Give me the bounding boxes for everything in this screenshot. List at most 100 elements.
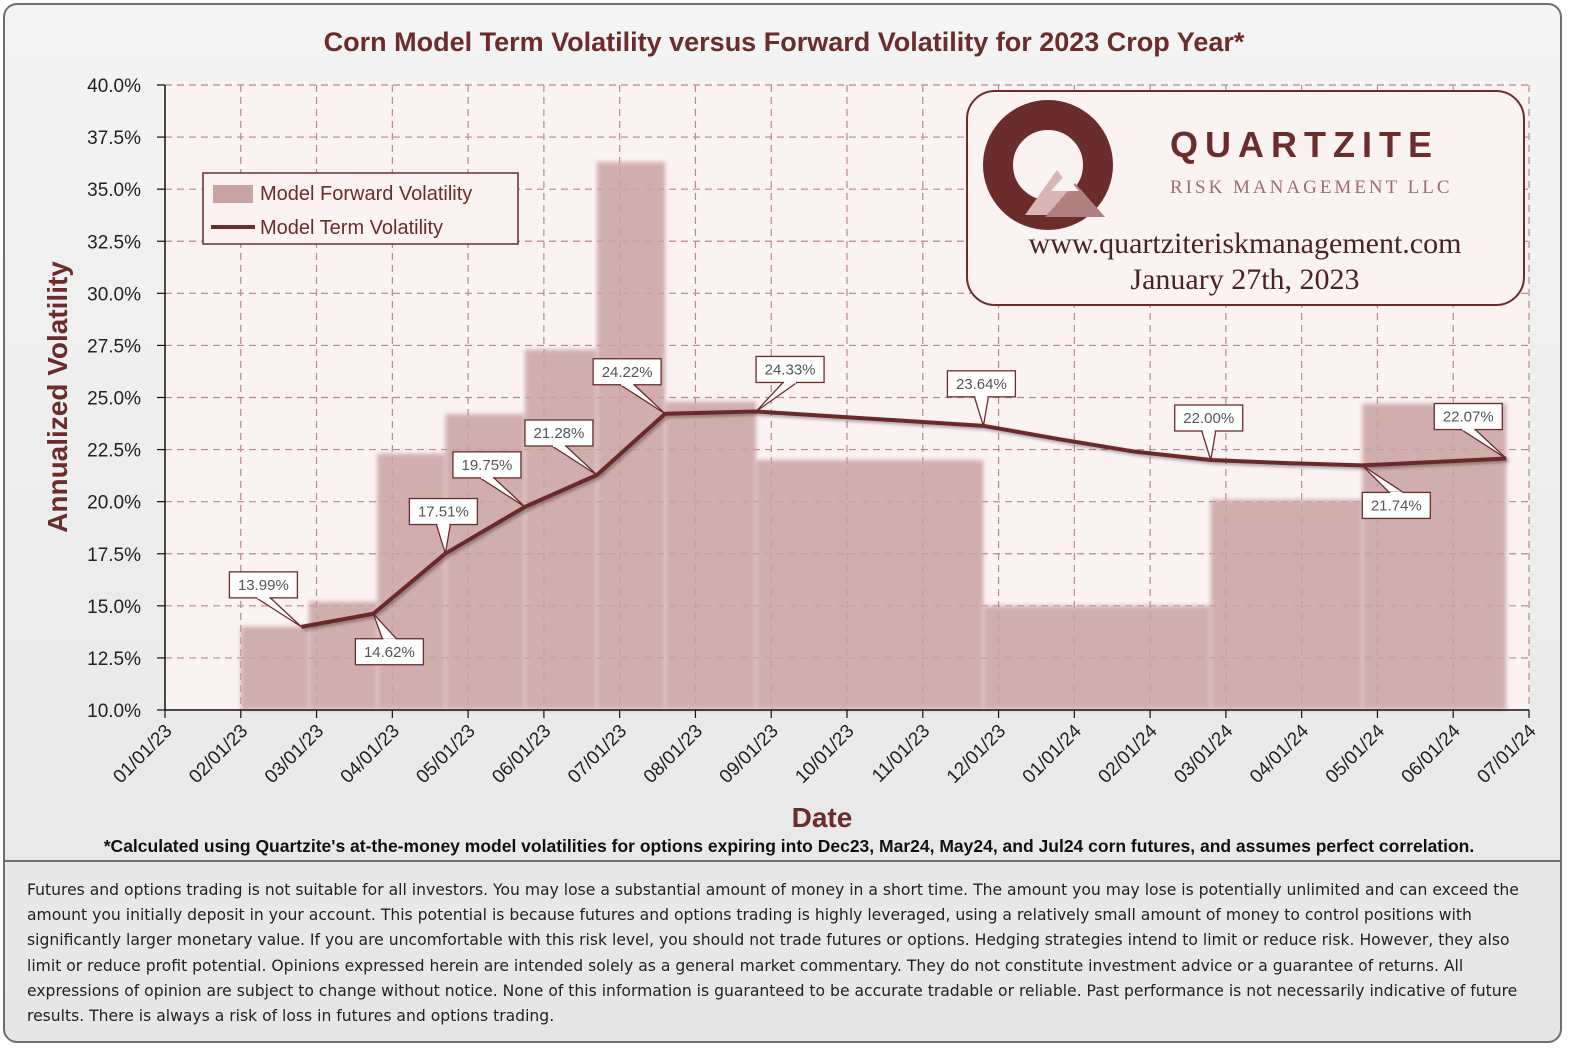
- chart-title: Corn Model Term Volatility versus Forwar…: [324, 27, 1245, 57]
- x-tick-label: 11/01/23: [868, 721, 934, 787]
- forward-volatility-bar: [1210, 499, 1363, 710]
- forward-volatility-bar: [524, 349, 597, 710]
- data-label-text: 19.75%: [462, 457, 513, 474]
- x-tick-label: 07/01/23: [564, 721, 631, 788]
- logo-name: QUARTZITE: [1170, 124, 1439, 165]
- legend-box: [202, 172, 519, 245]
- data-label: 21.74%: [1361, 464, 1431, 520]
- chart-canvas: Corn Model Term Volatility versus Forwar…: [42, 27, 1541, 856]
- data-label-text: 21.28%: [533, 425, 584, 442]
- data-label: 22.07%: [1433, 402, 1507, 460]
- x-tick-label: 10/01/23: [791, 721, 858, 788]
- data-label-joint: [257, 596, 270, 599]
- data-label: 17.51%: [408, 497, 479, 554]
- x-tick-label: 01/01/23: [109, 721, 176, 788]
- data-label-text: 24.22%: [602, 364, 653, 381]
- data-label-text: 13.99%: [238, 577, 289, 594]
- legend: Model Forward Volatility Model Term Vola…: [202, 172, 519, 245]
- logo-box: QUARTZITE RISK MANAGEMENT LLC www.quartz…: [966, 90, 1525, 306]
- y-tick-label: 32.5%: [87, 232, 141, 253]
- divider: [5, 860, 1560, 862]
- forward-volatility-bar: [665, 401, 757, 710]
- y-tick-label: 30.0%: [87, 284, 141, 305]
- legend-label-term: Model Term Volatility: [260, 217, 443, 239]
- x-tick-label: 05/01/24: [1322, 720, 1389, 787]
- y-tick-label: 15.0%: [87, 597, 141, 618]
- data-label-box: [452, 451, 522, 479]
- forward-volatility-bar: [756, 460, 984, 710]
- data-label-joint: [437, 523, 450, 526]
- data-label-joint: [1390, 491, 1403, 495]
- data-label-joint: [621, 383, 634, 386]
- x-tick-label: 03/01/24: [1170, 720, 1237, 787]
- y-tick-label: 10.0%: [87, 701, 141, 722]
- data-label-text: 23.64%: [956, 376, 1007, 393]
- y-tick-label: 25.0%: [87, 389, 141, 410]
- x-tick-label: 04/01/24: [1246, 720, 1313, 787]
- data-label-joint: [552, 444, 565, 447]
- x-tick-label: 09/01/23: [716, 721, 783, 788]
- forward-volatility-bar: [983, 605, 1211, 710]
- x-tick-label: 07/01/24: [1473, 720, 1540, 787]
- x-tick-label: 02/01/24: [1094, 720, 1161, 787]
- data-label: 22.00%: [1174, 404, 1244, 461]
- data-label-joint: [1202, 429, 1215, 432]
- x-tick-label: 12/01/23: [943, 721, 1010, 788]
- logo-subtitle: RISK MANAGEMENT LLC: [1170, 177, 1453, 198]
- logo-url: www.quartziteriskmanagement.com: [1029, 227, 1462, 260]
- forward-volatility-bar: [596, 162, 666, 711]
- x-axis-title: Date: [792, 802, 853, 833]
- data-label-box: [524, 419, 594, 447]
- data-label: 23.64%: [946, 370, 1017, 427]
- y-tick-label: 22.5%: [87, 441, 141, 462]
- x-tick-label: 06/01/23: [488, 721, 555, 788]
- y-tick-label: 27.5%: [87, 336, 141, 357]
- x-tick-label: 04/01/23: [337, 721, 404, 788]
- y-tick-label: 37.5%: [87, 128, 141, 149]
- data-label-text: 22.00%: [1183, 410, 1234, 427]
- disclaimer-text: Futures and options trading is not suita…: [27, 881, 1519, 1026]
- data-label: 21.28%: [524, 419, 598, 476]
- x-tick-label: 02/01/23: [185, 721, 252, 788]
- data-label-box: [592, 358, 662, 386]
- y-tick-label: 40.0%: [87, 76, 141, 97]
- data-label-joint: [383, 638, 396, 641]
- x-tick-label: 08/01/23: [640, 721, 707, 788]
- data-label: 13.99%: [228, 571, 302, 628]
- data-label: 14.62%: [354, 613, 425, 666]
- x-tick-label: 05/01/23: [412, 721, 479, 788]
- y-tick-label: 17.5%: [87, 545, 141, 566]
- chart-frame: Corn Model Term Volatility versus Forwar…: [3, 3, 1562, 1043]
- data-labels: 13.99% 14.62% 17.51% 19.75% 21.28% 24.22% 24.3…: [228, 355, 1507, 666]
- data-label-box: [946, 370, 1017, 398]
- data-label-box: [1361, 491, 1431, 520]
- logo-date: January 27th, 2023: [1130, 263, 1359, 296]
- y-tick-label: 20.0%: [87, 493, 141, 514]
- y-tick-label: 12.5%: [87, 649, 141, 670]
- x-tick-label: 06/01/24: [1398, 720, 1465, 787]
- data-label-text: 24.33%: [765, 361, 816, 378]
- data-label: 24.33%: [755, 355, 825, 412]
- legend-swatch-bar: [213, 185, 253, 203]
- x-tick-label: 01/01/24: [1019, 720, 1086, 787]
- data-label-joint: [1462, 428, 1475, 431]
- data-label-joint: [480, 476, 493, 479]
- legend-label-forward: Model Forward Volatility: [260, 183, 472, 205]
- footnote: *Calculated using Quartzite's at-the-mon…: [104, 836, 1474, 856]
- term-volatility-polyline: [301, 409, 1507, 629]
- term-volatility-line: [301, 409, 1507, 629]
- data-label-text: 21.74%: [1371, 497, 1422, 514]
- data-label-text: 22.07%: [1443, 409, 1494, 426]
- data-label-box: [755, 355, 825, 384]
- data-label-text: 17.51%: [418, 504, 469, 521]
- data-label-joint: [975, 395, 988, 398]
- quartzite-logo-mark: [983, 100, 1113, 230]
- forward-volatility-bar: [1362, 403, 1507, 710]
- y-axis-title: Annualized Volatility: [42, 261, 73, 533]
- data-label-box: [354, 638, 425, 666]
- data-label-joint: [784, 380, 797, 384]
- data-label-text: 14.62%: [364, 644, 415, 661]
- x-tick-label: 03/01/23: [261, 721, 328, 788]
- data-label: 19.75%: [452, 451, 526, 508]
- data-label-box: [1174, 404, 1244, 432]
